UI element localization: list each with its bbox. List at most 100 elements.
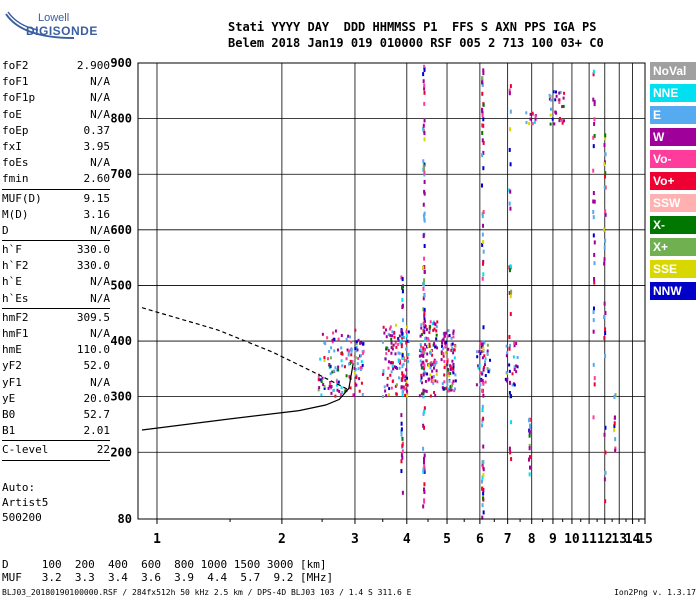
echo-point bbox=[362, 351, 365, 355]
echo-point bbox=[452, 365, 455, 369]
echo-point bbox=[481, 486, 484, 491]
legend-item: X- bbox=[650, 216, 696, 234]
echo-point bbox=[593, 199, 596, 204]
echo-point bbox=[555, 90, 558, 94]
echo-point bbox=[481, 404, 484, 409]
echo-point bbox=[358, 389, 361, 393]
echo-point bbox=[423, 67, 426, 72]
echo-point bbox=[397, 358, 400, 362]
echo-point bbox=[593, 252, 596, 257]
echo-point bbox=[394, 384, 397, 388]
param-row: foE N/A bbox=[2, 107, 110, 123]
echo-point bbox=[423, 86, 426, 91]
echo-point bbox=[406, 394, 409, 398]
echo-point bbox=[482, 416, 485, 421]
echo-point bbox=[423, 453, 426, 458]
echo-point bbox=[482, 223, 485, 228]
echo-point bbox=[401, 449, 404, 454]
echo-point bbox=[449, 367, 452, 371]
echo-point bbox=[403, 359, 406, 363]
echo-point bbox=[479, 341, 482, 345]
echo-point bbox=[436, 346, 439, 350]
y-tick-label: 600 bbox=[110, 223, 132, 237]
y-tick-label: 400 bbox=[110, 334, 132, 348]
param-row: foEs N/A bbox=[2, 155, 110, 171]
echo-point bbox=[508, 291, 511, 296]
param-name: yF2 bbox=[2, 359, 22, 373]
echo-point bbox=[593, 121, 596, 126]
x-tick-label: 5 bbox=[443, 532, 451, 547]
echo-point bbox=[603, 245, 606, 250]
echo-point bbox=[534, 117, 537, 121]
echo-point bbox=[509, 162, 512, 167]
echo-point bbox=[423, 406, 426, 411]
param-separator bbox=[2, 459, 110, 461]
echo-point bbox=[562, 104, 565, 108]
echo-point bbox=[422, 346, 425, 351]
echo-point bbox=[484, 380, 487, 384]
echo-point bbox=[334, 366, 337, 370]
param-row: M(D) 3.16 bbox=[2, 207, 110, 223]
echo-point bbox=[592, 318, 595, 323]
echo-point bbox=[334, 329, 337, 333]
echo-point bbox=[405, 368, 408, 372]
echo-point bbox=[603, 477, 606, 482]
echo-point bbox=[481, 76, 484, 81]
param-value: N/A bbox=[90, 275, 110, 289]
echo-point bbox=[446, 363, 449, 367]
echo-point bbox=[319, 378, 322, 382]
echo-point bbox=[441, 386, 444, 390]
echo-point bbox=[452, 348, 455, 352]
y-tick-label: 700 bbox=[110, 167, 132, 181]
echo-point bbox=[482, 140, 485, 145]
echo-point bbox=[554, 98, 557, 102]
autoscaling-info: Auto: Artist5 500200 bbox=[2, 480, 48, 525]
echo-point bbox=[400, 275, 403, 280]
echo-point bbox=[558, 116, 561, 120]
echo-point bbox=[329, 382, 332, 386]
x-tick-label: 1 bbox=[153, 532, 161, 547]
echo-point bbox=[397, 337, 400, 341]
echo-point bbox=[441, 344, 444, 348]
echo-point bbox=[327, 357, 330, 361]
echo-point bbox=[355, 340, 358, 344]
echo-point bbox=[592, 415, 595, 420]
echo-point bbox=[422, 353, 425, 358]
echo-point bbox=[483, 363, 486, 367]
echo-point bbox=[360, 341, 363, 345]
echo-point bbox=[481, 232, 484, 237]
echo-point bbox=[451, 346, 454, 350]
echo-point bbox=[603, 301, 606, 306]
echo-point bbox=[481, 214, 484, 219]
echo-point bbox=[428, 328, 431, 332]
param-name: yE bbox=[2, 391, 16, 405]
echo-point bbox=[353, 371, 356, 375]
echo-point bbox=[451, 381, 454, 385]
echo-point bbox=[359, 354, 362, 358]
param-name: foEp bbox=[2, 123, 29, 137]
echo-point bbox=[360, 360, 363, 364]
param-row: D N/A bbox=[2, 223, 110, 239]
echo-point bbox=[401, 371, 404, 376]
echo-point bbox=[432, 328, 435, 332]
echo-point bbox=[449, 371, 452, 375]
echo-point bbox=[423, 256, 426, 261]
echo-point bbox=[356, 348, 359, 352]
echo-point bbox=[505, 379, 508, 383]
echo-point bbox=[401, 364, 404, 369]
distance-muf-table: D 100 200 400 600 800 1000 1500 3000 [km… bbox=[2, 558, 333, 584]
param-name: MUF(D) bbox=[2, 191, 42, 205]
echo-point bbox=[508, 346, 511, 351]
echo-point bbox=[592, 306, 595, 311]
echo-point bbox=[453, 356, 456, 360]
echo-point bbox=[429, 350, 432, 354]
echo-point bbox=[481, 130, 484, 135]
echo-point bbox=[406, 356, 409, 360]
logo-swoosh-icon bbox=[5, 11, 75, 39]
echo-point bbox=[423, 320, 426, 324]
echo-point bbox=[420, 354, 423, 358]
param-value: 20.0 bbox=[83, 391, 111, 405]
header-columns: Stati YYYY DAY DDD HHMMSS P1 FFS S AXN P… bbox=[228, 20, 597, 34]
echo-point bbox=[400, 469, 403, 474]
echo-point bbox=[391, 344, 394, 348]
